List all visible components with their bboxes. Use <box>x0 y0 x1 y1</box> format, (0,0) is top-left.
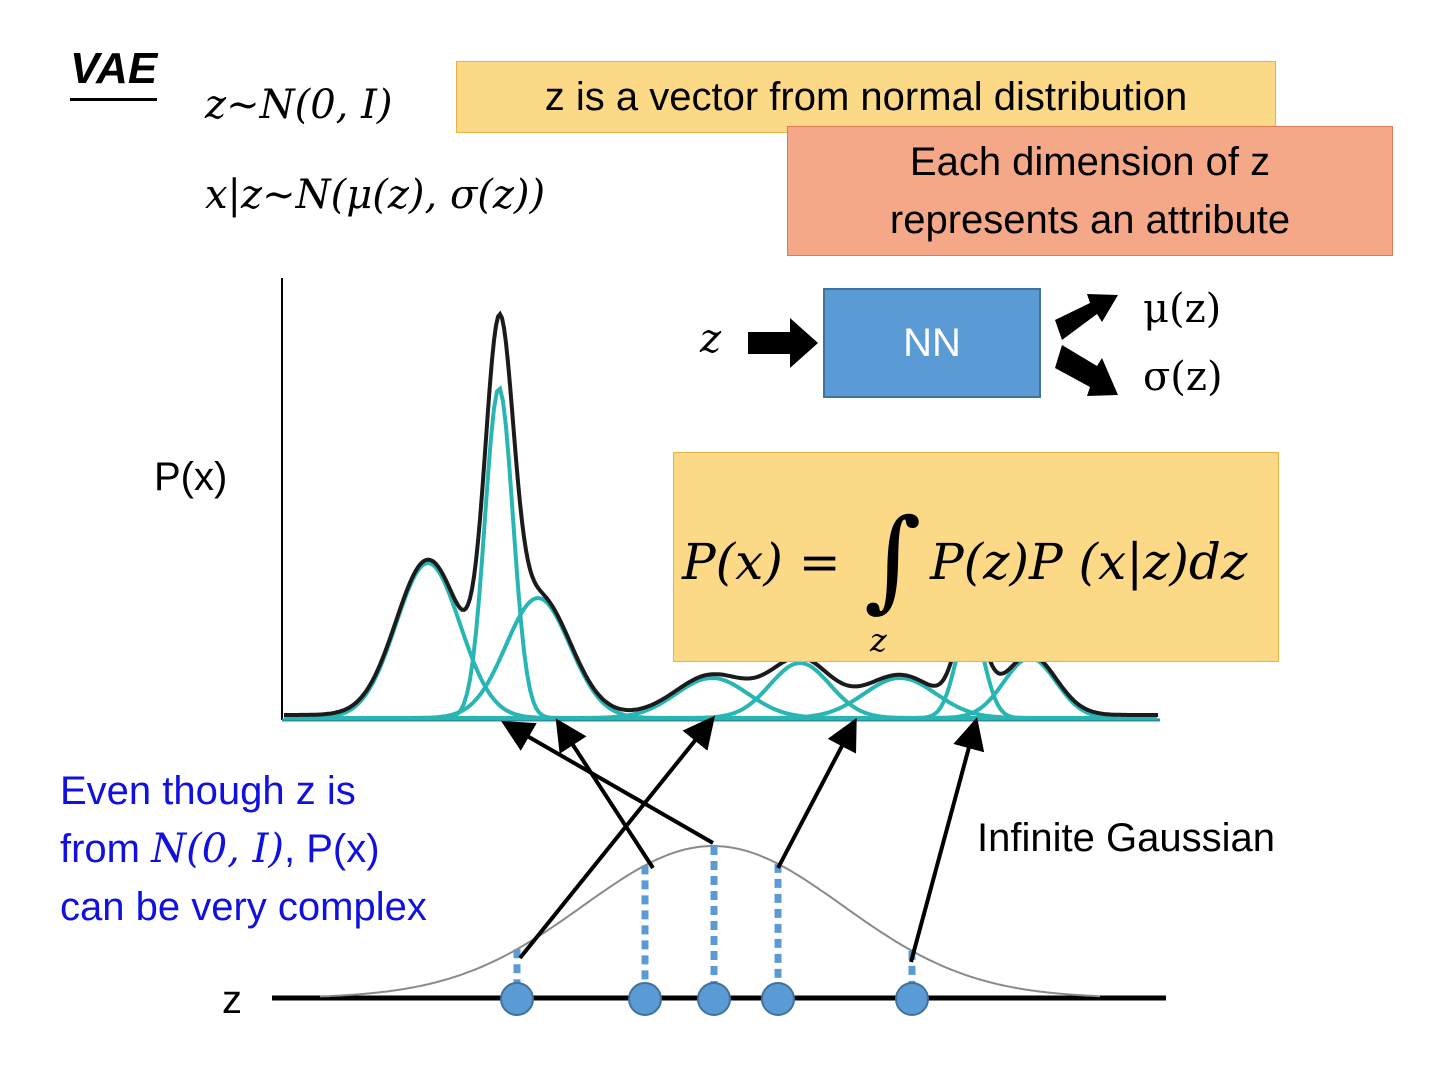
prior-curve <box>319 845 1101 998</box>
component-curve-8 <box>284 655 1157 720</box>
component-curve-4 <box>284 675 1157 720</box>
sigma-output-label: σ(z) <box>1143 354 1223 400</box>
sample-point-4 <box>761 982 795 1016</box>
complexity-note-line2: from N(0, I), P(x) <box>60 820 427 878</box>
nn-sigma-arrow <box>1055 345 1118 396</box>
sample-point-3 <box>697 982 731 1016</box>
attribute-note-line2: represents an attribute <box>889 198 1291 242</box>
prior-formula: z∼N(0, I) <box>205 82 393 128</box>
complexity-note-line1: Even though z is <box>60 769 356 813</box>
nn-block: NN <box>823 288 1041 398</box>
complexity-note-line2-post: , P(x) <box>284 827 380 871</box>
likelihood-formula: x|z∼N(μ(z), σ(z)) <box>205 172 546 218</box>
nn-label: NN <box>903 320 961 365</box>
component-curve-5 <box>284 660 1157 720</box>
component-curves <box>284 385 1157 720</box>
mapping-arrows <box>501 715 985 963</box>
nn-input-arrow <box>748 318 818 368</box>
marginal-lhs: P(x) = <box>682 533 841 591</box>
vector-note-box: z is a vector from normal distribution <box>456 61 1276 133</box>
sample-point-1 <box>500 982 534 1016</box>
mu-output-label: μ(z) <box>1143 286 1222 332</box>
marginal-rhs: P(z)P (x|z)dz <box>930 533 1248 591</box>
mapping-arrow-2 <box>555 718 655 870</box>
mapping-arrow-4 <box>776 717 857 869</box>
integral-sign: ∫ <box>864 495 922 623</box>
mapping-arrow-5 <box>909 717 985 963</box>
attribute-note-line1: Each dimension of z <box>909 140 1271 184</box>
component-curve-6 <box>284 675 1157 720</box>
complexity-note-line3: can be very complex <box>60 885 427 929</box>
marginal-formula-box: P(x) = ∫ z P(z)P (x|z)dz <box>673 452 1279 662</box>
px-axis-label: P(x) <box>154 455 228 499</box>
z-axis-label: z <box>222 978 242 1022</box>
attribute-note-box: Each dimension of z represents an attrib… <box>787 126 1393 256</box>
mixture-curve <box>284 310 1158 717</box>
mapping-arrow-1 <box>501 721 714 845</box>
nn-mu-arrow <box>1055 294 1118 340</box>
complexity-note-math: N(0, I) <box>151 826 285 872</box>
complexity-note-line2-pre: from <box>60 827 152 871</box>
vector-note-text: z is a vector from normal distribution <box>544 74 1188 119</box>
mapping-arrow-3 <box>518 715 716 960</box>
sample-point-2 <box>628 982 662 1016</box>
sample-points <box>500 846 929 1016</box>
nn-input-label: z <box>700 316 722 362</box>
infinite-gaussian-label: Infinite Gaussian <box>977 816 1275 860</box>
integral-subscript: z <box>870 621 887 659</box>
sample-point-5 <box>895 982 929 1016</box>
slide-title: VAE <box>70 44 158 101</box>
complexity-note: Even though z is from N(0, I), P(x) can … <box>60 762 427 936</box>
